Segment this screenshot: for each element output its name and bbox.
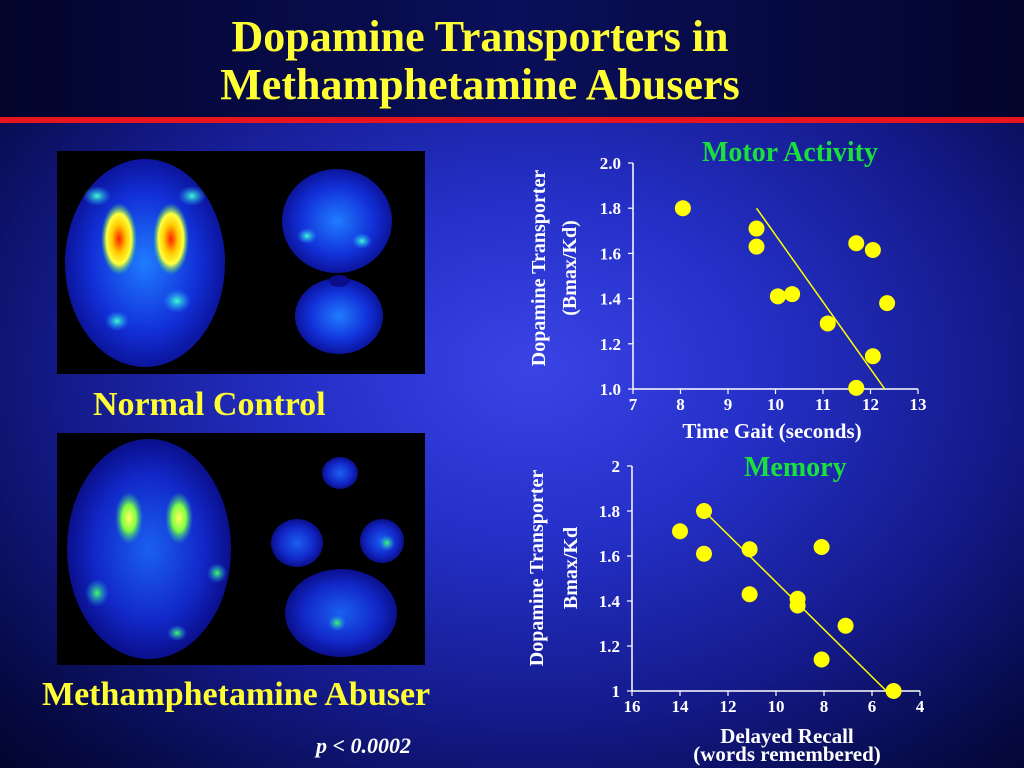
normal-control-caption: Normal Control [93,386,326,423]
x-tick-label: 9 [724,395,733,414]
data-point [748,220,765,237]
x-tick-label: 4 [916,697,925,716]
y-tick-label: 1.2 [600,335,621,354]
data-point [864,348,881,365]
y-tick-label: 1.6 [600,244,621,263]
x-tick-label: 6 [868,697,877,716]
y-tick-label: 1.0 [600,380,621,399]
data-point [837,617,854,634]
data-point [848,379,865,396]
y-tick-label: 2.0 [600,154,621,173]
data-point [748,238,765,255]
data-point [674,200,691,217]
slide-title-line-2: Methamphetamine Abusers [220,60,740,109]
y-tick-label: 1.4 [600,290,622,309]
title-divider [0,117,1024,123]
data-point [769,288,786,305]
x-tick-label: 13 [910,395,927,414]
motor-activity-chart-title: Motor Activity [702,137,878,168]
memory-chart-title: Memory [744,452,847,483]
data-point [864,242,881,259]
x-tick-label: 8 [820,697,829,716]
data-point [879,295,896,312]
methamphetamine-abuser-caption: Methamphetamine Abuser [42,676,431,713]
data-point [813,651,830,668]
data-point [672,523,688,540]
trend-line [755,207,886,390]
y-tick-label: 1.8 [600,199,621,218]
x-tick-label: 12 [720,697,737,716]
memory-chart: 1 1.2 1.4 1.6 1.8 2 16 14 12 10 8 6 4 Dopamine Transp… [526,457,925,766]
data-point [696,545,712,562]
y-tick-label: 1.2 [599,637,620,656]
y-tick-label: 2 [612,457,621,476]
data-point [784,286,801,303]
title-bar [0,0,1024,120]
x-axis-label: Delayed Recall [720,724,854,748]
y-tick-label: 1.8 [599,502,620,521]
x-tick-label: 10 [767,395,784,414]
data-point [813,539,830,555]
x-tick-label: 14 [672,697,690,716]
y-axis-label: (Bmax/Kd) [559,220,581,316]
y-axis-label: Bmax/Kd [560,527,582,609]
x-tick-label: 11 [815,395,831,414]
x-tick-label: 8 [676,395,685,414]
motor-activity-chart: 1.0 1.2 1.4 1.6 1.8 2.0 7 8 9 10 11 12 13 Dopamine Tr… [528,154,927,443]
y-axis-label: Dopamine Transporter [528,170,550,367]
normal-control-brain-scan [57,151,425,374]
y-tick-label: 1 [612,682,621,701]
data-point [696,503,712,519]
y-axis-label: Dopamine Transporter [526,470,548,667]
methamphetamine-abuser-brain-scan [57,433,425,665]
data-point [741,586,758,603]
data-point [885,683,902,699]
data-point [819,315,836,332]
y-tick-label: 1.6 [599,547,620,566]
data-point [741,541,758,558]
x-axis-label: Time Gait (seconds) [682,419,861,443]
data-point [789,597,806,614]
y-tick-label: 1.4 [599,592,621,611]
x-tick-label: 12 [862,395,879,414]
slide-title-line-1: Dopamine Transporters in [231,12,729,61]
data-point [848,235,865,252]
p-value-label: p < 0.0002 [316,733,412,758]
x-axis-label: (words remembered) [693,742,881,766]
x-tick-label: 7 [629,395,638,414]
x-tick-label: 16 [624,697,641,716]
x-tick-label: 10 [768,697,785,716]
